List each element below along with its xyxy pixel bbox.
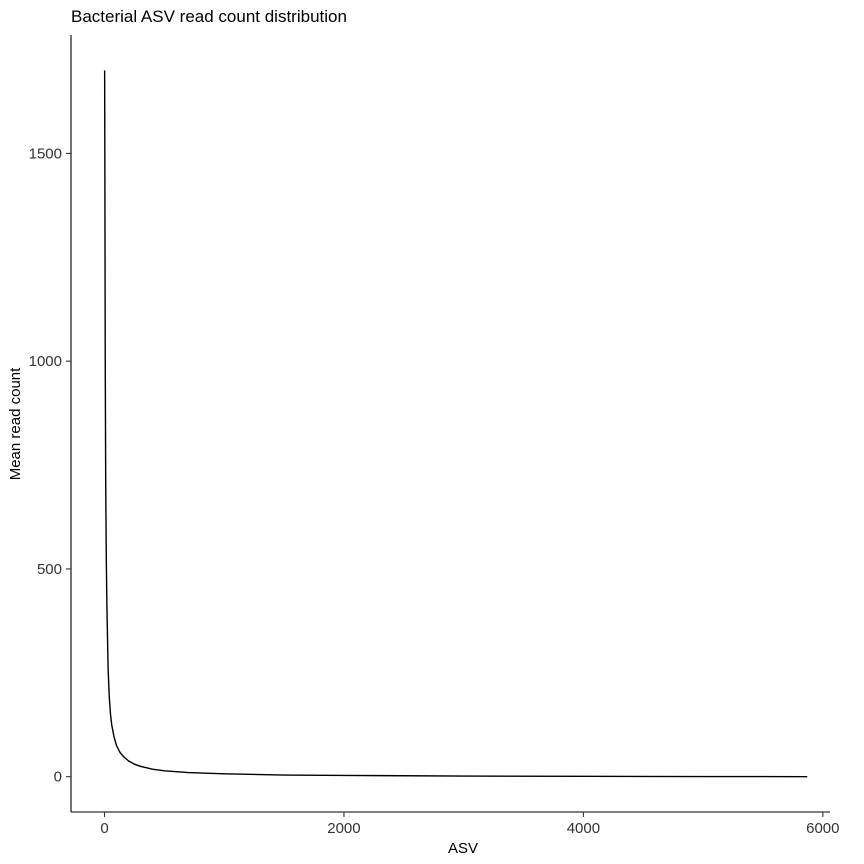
- x-tick-label: 4000: [567, 820, 600, 837]
- y-axis-ticks: 0 500 1000 1500: [29, 145, 71, 786]
- x-tick-label: 0: [100, 820, 108, 837]
- x-axis-title: ASV: [448, 840, 478, 857]
- x-axis-ticks: 0 2000 4000 6000: [100, 812, 840, 837]
- y-tick-label: 1500: [29, 145, 62, 162]
- y-tick-label: 0: [54, 769, 62, 786]
- y-tick-label: 500: [37, 561, 62, 578]
- y-tick-label: 1000: [29, 353, 62, 370]
- y-axis-title: Mean read count: [7, 367, 24, 480]
- series-line: [103, 70, 808, 778]
- x-tick-label: 2000: [327, 820, 360, 837]
- x-tick-label: 6000: [806, 820, 839, 837]
- chart-title: Bacterial ASV read count distribution: [71, 7, 347, 26]
